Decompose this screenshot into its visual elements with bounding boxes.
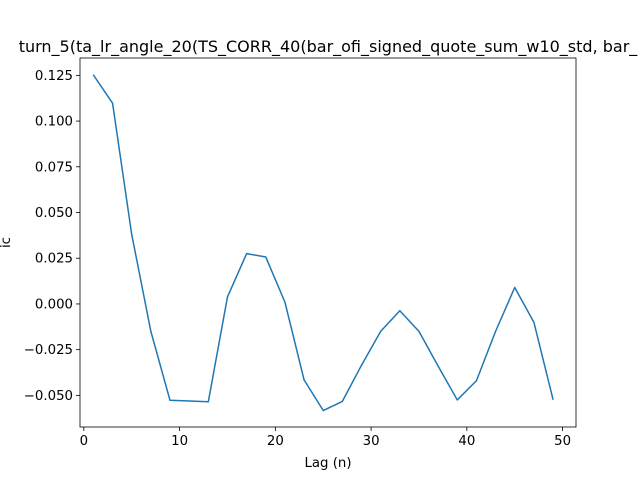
y-tick-label: 0.025 (35, 252, 73, 267)
y-tick-label: 0.000 (35, 297, 73, 312)
data-point (341, 400, 343, 403)
y-tick-label: −0.025 (24, 343, 73, 358)
data-point (111, 102, 114, 104)
data-point (360, 364, 363, 366)
data-point (92, 74, 95, 76)
x-tick-label: 10 (171, 434, 188, 449)
data-point (533, 321, 535, 323)
data-point (380, 330, 382, 332)
plot-series (92, 74, 554, 412)
data-point (265, 256, 267, 258)
x-tick-label: 0 (80, 434, 88, 449)
data-point (226, 296, 229, 298)
data-point (552, 398, 554, 400)
x-tick-label: 30 (363, 434, 380, 449)
y-tick-label: 0.125 (35, 69, 73, 84)
x-tick-label: 50 (554, 434, 571, 449)
data-point (514, 286, 516, 289)
data-point (456, 399, 458, 401)
data-point (150, 330, 152, 332)
data-point (399, 310, 401, 312)
data-point (131, 233, 133, 236)
x-tick-label: 40 (458, 434, 475, 449)
data-point (494, 330, 497, 332)
y-axis-label: ic (0, 237, 14, 248)
y-tick-label: 0.100 (35, 115, 73, 130)
y-tick-label: 0.075 (35, 160, 73, 175)
plot-frame (79, 57, 577, 428)
x-axis-label: Lag (n) (304, 456, 351, 471)
y-tick-label: 0.050 (35, 206, 73, 221)
x-axis-ticks: 0 10 20 30 40 50 (80, 427, 571, 449)
data-point (418, 330, 420, 332)
y-tick-label: −0.050 (24, 389, 73, 404)
data-point (188, 400, 190, 402)
data-point (437, 365, 439, 367)
data-point (284, 301, 286, 303)
data-point (475, 380, 478, 382)
data-point (169, 399, 171, 401)
chart-title: turn_5(ta_lr_angle_20(TS_CORR_40(bar_ofi… (19, 37, 639, 57)
data-point (322, 409, 324, 412)
y-axis-ticks: −0.050 −0.025 0.000 0.025 0.050 0.075 0.100 0.1… (24, 69, 80, 404)
data-point (246, 253, 248, 255)
x-tick-label: 20 (267, 434, 284, 449)
data-point (207, 401, 209, 403)
data-point (303, 379, 305, 381)
